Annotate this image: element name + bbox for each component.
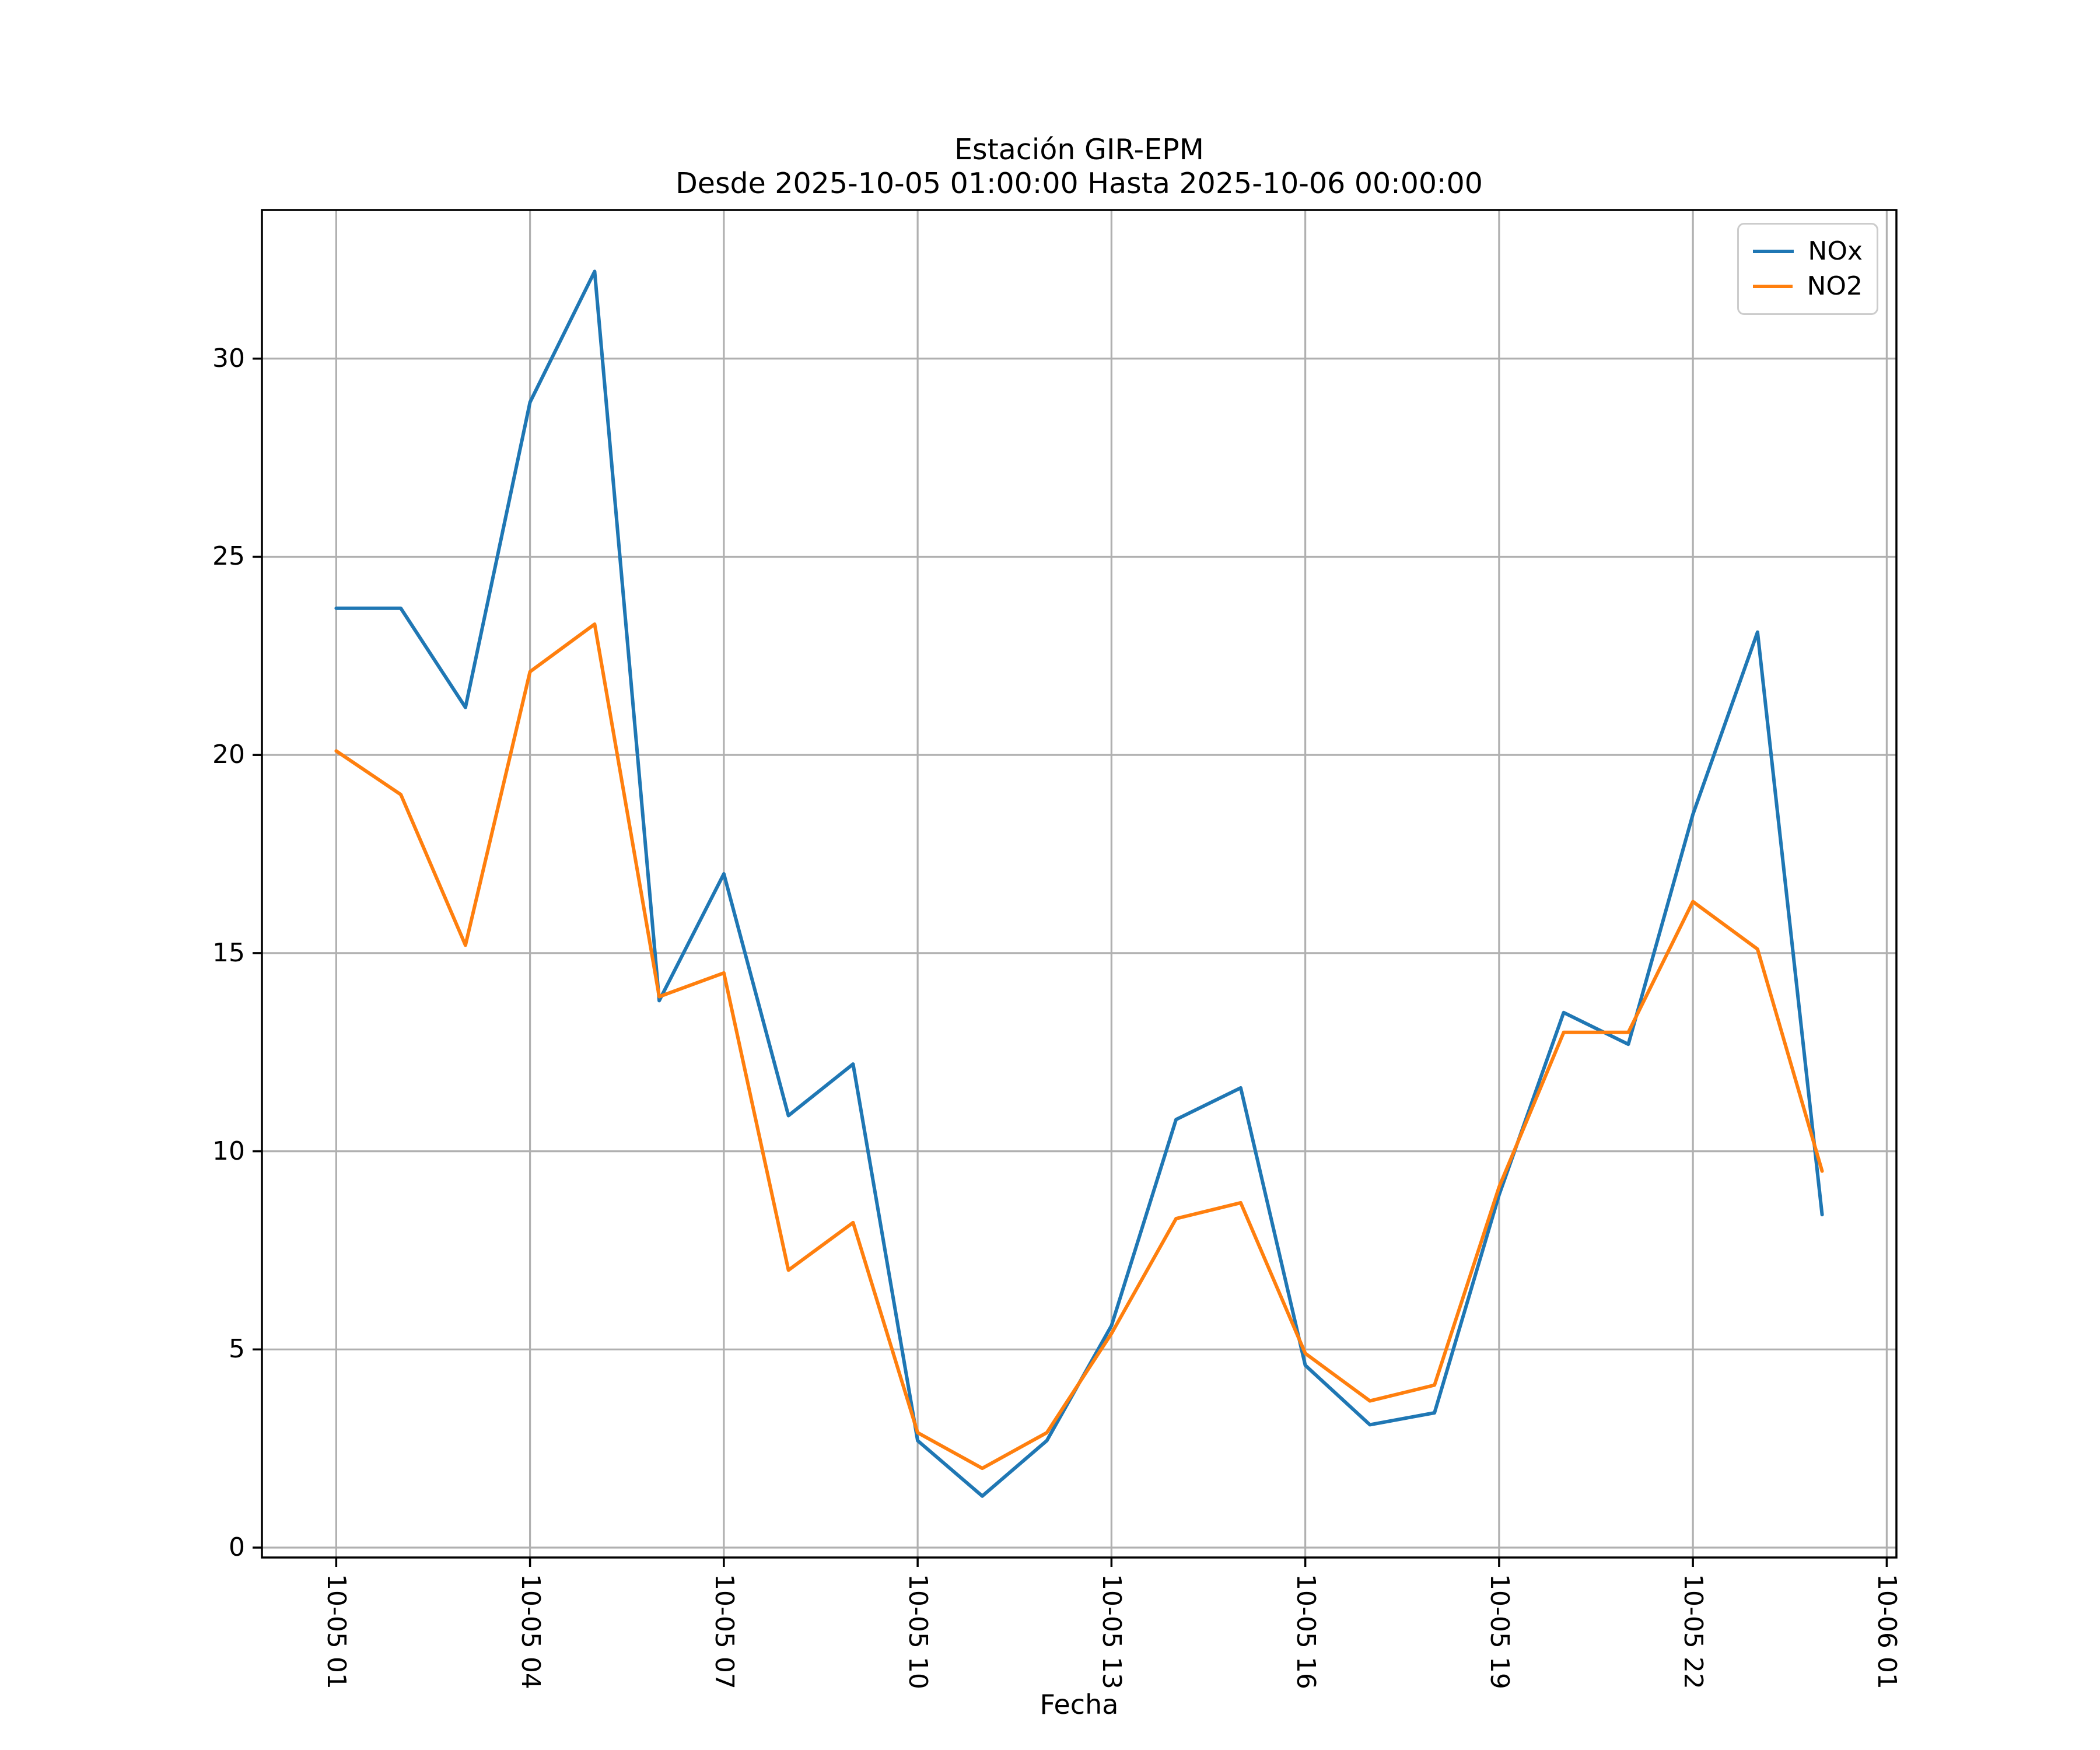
legend-label: NO2 bbox=[1807, 271, 1863, 301]
y-tick-label: 20 bbox=[212, 740, 245, 770]
chart-title-line1: Estación GIR-EPM bbox=[954, 133, 1204, 166]
legend-item-NOx: NOx bbox=[1753, 236, 1863, 267]
x-axis-label: Fecha bbox=[1040, 1689, 1119, 1720]
y-tick-label: 0 bbox=[229, 1532, 245, 1562]
chart-title-line2: Desde 2025-10-05 01:00:00 Hasta 2025-10-… bbox=[676, 167, 1483, 200]
y-tick-label: 5 bbox=[229, 1334, 245, 1364]
x-tick-label: 10-05 07 bbox=[709, 1574, 739, 1689]
x-tick-label: 10-05 19 bbox=[1484, 1574, 1514, 1689]
series-line-NO2 bbox=[334, 622, 1824, 1471]
legend: NOx NO2 bbox=[1737, 223, 1878, 315]
x-tick-label: 10-05 13 bbox=[1097, 1574, 1127, 1689]
legend-item-NO2: NO2 bbox=[1753, 271, 1863, 302]
legend-line-icon bbox=[1753, 250, 1794, 253]
legend-line-icon bbox=[1753, 285, 1793, 288]
y-tick-label: 30 bbox=[212, 343, 245, 373]
y-tick-label: 25 bbox=[212, 541, 245, 572]
x-tick-label: 10-05 22 bbox=[1678, 1574, 1709, 1689]
plot-border bbox=[261, 209, 1898, 1559]
y-tick-label: 10 bbox=[212, 1136, 245, 1166]
series-line-NOx bbox=[334, 270, 1824, 1498]
x-tick-label: 10-05 01 bbox=[321, 1574, 352, 1689]
x-tick-label: 10-05 10 bbox=[903, 1574, 933, 1689]
x-tick-label: 10-05 04 bbox=[515, 1574, 545, 1689]
chart-title: Estación GIR-EPM Desde 2025-10-05 01:00:… bbox=[262, 133, 1896, 201]
legend-label: NOx bbox=[1808, 236, 1863, 266]
x-tick-label: 10-06 01 bbox=[1872, 1574, 1902, 1689]
x-tick-label: 10-05 16 bbox=[1290, 1574, 1321, 1689]
y-tick-label: 15 bbox=[212, 937, 245, 968]
